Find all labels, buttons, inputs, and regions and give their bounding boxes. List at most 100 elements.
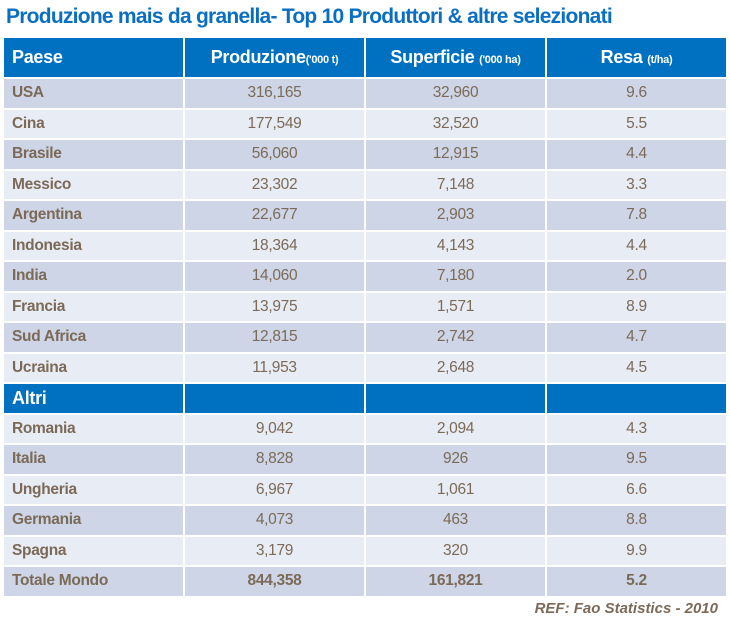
yield-cell: 7.8 [545,199,728,232]
table-row: Argentina 22,677 2,903 7.8 [2,199,728,232]
area-cell: 7,148 [364,168,547,201]
yield-cell: 9.9 [545,534,728,567]
area-cell: 1,571 [364,290,547,323]
country-cell: Spagna [2,534,185,567]
production-cell: 11,953 [183,351,366,384]
area-cell: 463 [364,504,547,537]
yield-cell: 2.0 [545,260,728,293]
production-cell: 844,358 [183,565,366,598]
header-yield: Resa (t/ha) [545,36,728,79]
yield-cell: 9.6 [545,77,728,110]
production-cell: 12,815 [183,321,366,354]
table-row: USA 316,165 32,960 9.6 [2,77,728,110]
area-cell: 4,143 [364,229,547,262]
header-label: Produzione [210,47,306,67]
production-cell: 9,042 [183,412,366,445]
country-cell: Indonesia [2,229,185,262]
header-unit: (t/ha) [647,54,673,66]
area-cell: 7,180 [364,260,547,293]
country-cell: Italia [2,443,185,476]
table-row: Francia 13,975 1,571 8.9 [2,290,728,323]
country-cell: Ungheria [2,473,185,506]
country-cell: Francia [2,290,185,323]
table-row: Messico 23,302 7,148 3.3 [2,168,728,201]
table-row: Italia 8,828 926 9.5 [2,443,728,476]
table-row: India 14,060 7,180 2.0 [2,260,728,293]
header-production: Produzione('000 t) [183,36,366,79]
country-cell: Totale Mondo [2,565,185,598]
area-cell: 2,648 [364,351,547,384]
yield-cell: 4.4 [545,138,728,171]
production-cell: 4,073 [183,504,366,537]
production-cell: 18,364 [183,229,366,262]
table-row: Ungheria 6,967 1,061 6.6 [2,473,728,506]
yield-cell: 8.8 [545,504,728,537]
production-cell: 3,179 [183,534,366,567]
area-cell: 2,903 [364,199,547,232]
country-cell: Romania [2,412,185,445]
area-cell: 2,094 [364,412,547,445]
yield-cell: 9.5 [545,443,728,476]
section-row-altri: Altri [2,382,728,415]
header-label: Resa [600,47,643,67]
country-cell: Messico [2,168,185,201]
header-country: Paese [2,36,185,79]
header-label: Paese [12,47,63,67]
area-cell: 12,915 [364,138,547,171]
header-area: Superficie ('000 ha) [364,36,547,79]
table-row: Cina 177,549 32,520 5.5 [2,107,728,140]
yield-cell: 4.3 [545,412,728,445]
country-cell: Germania [2,504,185,537]
header-label: Superficie [390,47,475,67]
table-header-row: Paese Produzione('000 t) Superficie ('00… [2,36,728,79]
production-cell: 316,165 [183,77,366,110]
section-cell [364,382,547,415]
country-cell: Sud Africa [2,321,185,354]
source-reference: REF: Fao Statistics - 2010 [534,600,718,617]
table-row: Ucraina 11,953 2,648 4.5 [2,351,728,384]
country-cell: Brasile [2,138,185,171]
area-cell: 161,821 [364,565,547,598]
production-cell: 177,549 [183,107,366,140]
yield-cell: 6.6 [545,473,728,506]
country-cell: Cina [2,107,185,140]
table-row: Germania 4,073 463 8.8 [2,504,728,537]
page-title: Produzione mais da granella- Top 10 Prod… [6,5,613,28]
country-cell: Ucraina [2,351,185,384]
production-cell: 23,302 [183,168,366,201]
header-unit: ('000 t) [305,54,339,66]
yield-cell: 8.9 [545,290,728,323]
table-row: Indonesia 18,364 4,143 4.4 [2,229,728,262]
area-cell: 32,520 [364,107,547,140]
production-cell: 56,060 [183,138,366,171]
area-cell: 1,061 [364,473,547,506]
table-row: Brasile 56,060 12,915 4.4 [2,138,728,171]
yield-cell: 3.3 [545,168,728,201]
yield-cell: 4.4 [545,229,728,262]
section-cell [545,382,728,415]
table-row: Spagna 3,179 320 9.9 [2,534,728,567]
area-cell: 32,960 [364,77,547,110]
table-row: Sud Africa 12,815 2,742 4.7 [2,321,728,354]
yield-cell: 5.2 [545,565,728,598]
country-cell: USA [2,77,185,110]
production-cell: 14,060 [183,260,366,293]
yield-cell: 4.7 [545,321,728,354]
section-cell [183,382,366,415]
yield-cell: 4.5 [545,351,728,384]
header-unit: ('000 ha) [479,54,521,66]
production-cell: 8,828 [183,443,366,476]
section-label: Altri [2,382,185,415]
area-cell: 926 [364,443,547,476]
production-cell: 22,677 [183,199,366,232]
production-cell: 6,967 [183,473,366,506]
yield-cell: 5.5 [545,107,728,140]
country-cell: India [2,260,185,293]
total-row: Totale Mondo 844,358 161,821 5.2 [2,565,728,598]
country-cell: Argentina [2,199,185,232]
table-row: Romania 9,042 2,094 4.3 [2,412,728,445]
area-cell: 2,742 [364,321,547,354]
area-cell: 320 [364,534,547,567]
production-cell: 13,975 [183,290,366,323]
production-table: Paese Produzione('000 t) Superficie ('00… [2,36,728,598]
